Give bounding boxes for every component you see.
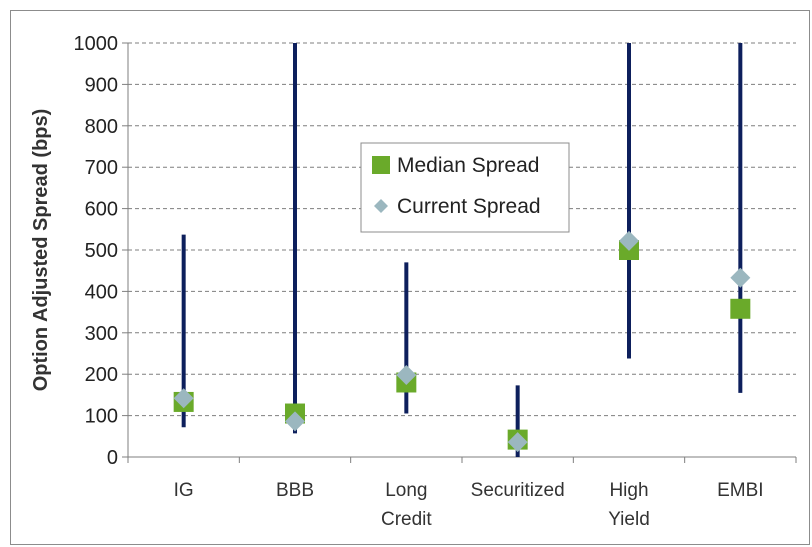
current-spread-marker — [285, 411, 305, 432]
legend: Median Spread Current Spread — [360, 142, 570, 233]
legend-current-swatch — [374, 199, 388, 213]
gridlines — [128, 42, 796, 417]
y-axis-title: Option Adjusted Spread (bps) — [30, 109, 52, 392]
y-tick-label: 800 — [85, 116, 118, 138]
y-tick-label: 400 — [85, 281, 118, 303]
markers — [173, 230, 751, 453]
legend-current-label: Current Spread — [397, 195, 541, 218]
current-spread-marker — [173, 388, 194, 409]
y-tick-label: 200 — [85, 364, 118, 386]
current-spread-marker — [619, 230, 639, 251]
chart-frame — [10, 10, 810, 545]
y-tick-label: 0 — [107, 447, 118, 469]
x-tick-label: Yield — [608, 509, 650, 530]
range-bars — [181, 43, 743, 457]
y-tick-label: 300 — [85, 323, 118, 345]
legend-median-label: Median Spread — [397, 154, 539, 177]
x-tick-label: BBB — [276, 480, 314, 501]
current-spread-marker — [396, 365, 417, 386]
axes — [122, 42, 797, 463]
labels: 0 100 200 300 400 500 600 700 800 900 1000 IG BBB Lon… — [74, 33, 764, 530]
y-tick-label: 600 — [85, 199, 118, 221]
x-tick-label: IG — [174, 480, 194, 501]
y-tick-label: 500 — [85, 240, 118, 262]
median-spread-marker — [730, 298, 751, 319]
current-spread-marker — [730, 267, 751, 288]
x-tick-label: Credit — [381, 509, 432, 530]
y-tick-label: 900 — [85, 74, 118, 96]
current-spread-marker — [507, 432, 528, 453]
x-tick-label: Securitized — [471, 480, 565, 501]
x-tick-label: High — [609, 480, 648, 501]
y-tick-label: 100 — [85, 406, 118, 428]
x-tick-label: Long — [385, 480, 427, 501]
x-tick-label: EMBI — [717, 480, 763, 501]
legend-median-swatch — [372, 156, 390, 174]
y-tick-label: 1000 — [74, 33, 119, 55]
y-tick-label: 700 — [85, 157, 118, 179]
legend-box — [360, 142, 570, 233]
